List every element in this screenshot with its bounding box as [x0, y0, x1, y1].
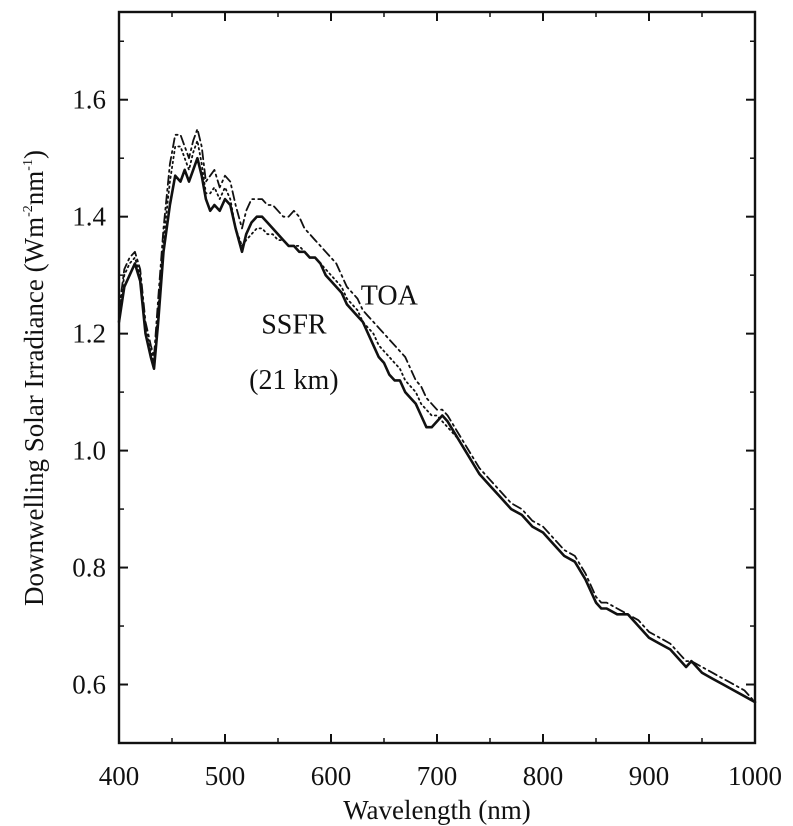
- y-axis-title-sup1: -2: [21, 205, 36, 217]
- series-line-dotted: [118, 139, 756, 703]
- series-line-dashdot: [118, 128, 756, 703]
- y-tick-label: 0.6: [72, 670, 106, 700]
- annotation-label: TOA: [361, 280, 419, 311]
- y-axis-title: Downwelling Solar Irradiance (Wm-2nm-1): [19, 150, 49, 606]
- x-tick-label: 700: [417, 761, 458, 791]
- x-tick-label: 1000: [728, 761, 782, 791]
- plot-frame: [117, 10, 757, 745]
- y-axis-title-suffix: ): [19, 150, 49, 159]
- y-tick-label: 1.0: [72, 436, 106, 466]
- annotation-label: SSFR: [261, 310, 327, 341]
- series-layer: [117, 128, 757, 704]
- y-axis-title-prefix: Downwelling Solar Irradiance (Wm: [19, 217, 49, 606]
- y-tick-label: 0.8: [72, 553, 106, 583]
- y-tick-label: 1.4: [72, 202, 106, 232]
- x-tick-label: 400: [99, 761, 140, 791]
- x-tick-label: 600: [311, 761, 352, 791]
- y-axis-title-sup2: -1: [21, 159, 36, 171]
- y-tick-label: 1.6: [72, 85, 106, 115]
- y-axis-title-mid: nm: [19, 171, 49, 206]
- annotations-layer: TOA SSFR (21 km): [249, 280, 418, 396]
- x-axis-title: Wavelength (nm): [343, 795, 531, 825]
- x-tick-label: 800: [523, 761, 564, 791]
- annotation-label: (21 km): [249, 365, 338, 396]
- y-tick-label: 1.2: [72, 319, 106, 349]
- x-tick-label: 500: [205, 761, 246, 791]
- ticks-layer: 400 500 600 700 800 900 1000 0.6 0.8 1.0 1.2 1.4 1.6: [72, 12, 782, 791]
- series-line-solid: [117, 156, 757, 704]
- x-tick-label: 900: [629, 761, 670, 791]
